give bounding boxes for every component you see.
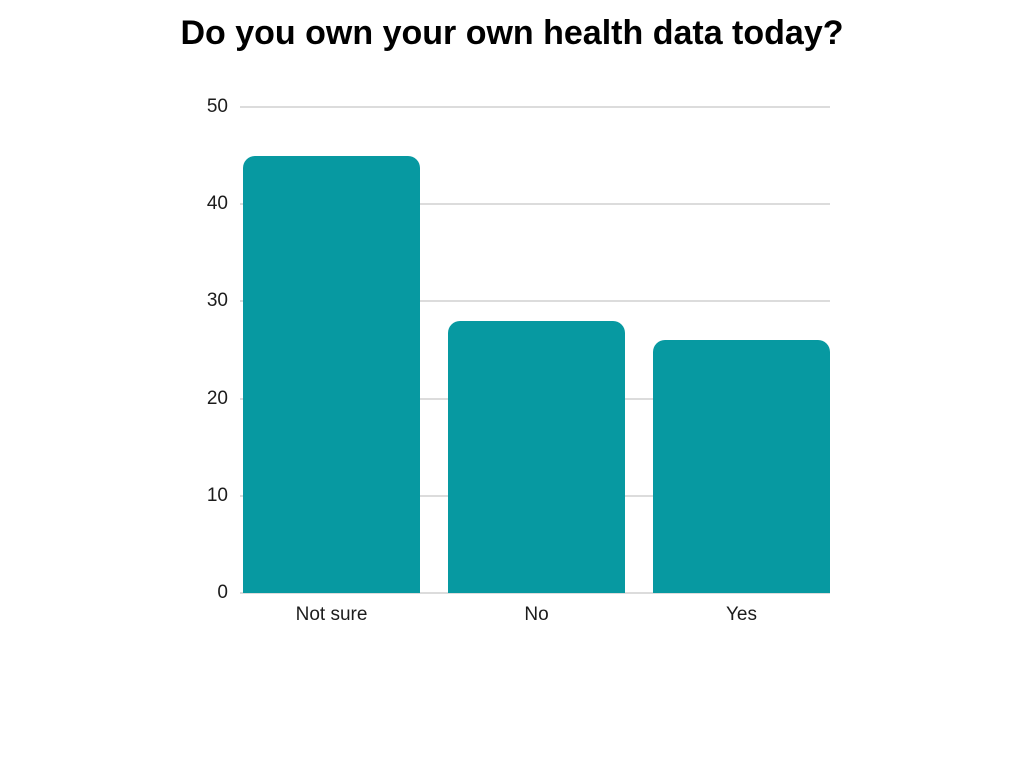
gridline-40 <box>240 203 830 205</box>
y-axis-tick-label-10: 10 <box>206 485 228 506</box>
y-axis-tick-label-50: 50 <box>206 96 228 117</box>
y-axis-tick-label-40: 40 <box>206 193 228 214</box>
gridline-30 <box>240 300 830 302</box>
gridline-50 <box>240 106 830 108</box>
x-axis-label-no: No <box>524 604 549 625</box>
x-axis-label-yes: Yes <box>726 604 757 625</box>
chart-title: Do you own your own health data today? <box>180 14 844 52</box>
y-axis-tick-label-30: 30 <box>206 290 228 311</box>
bar-not-sure <box>243 156 420 593</box>
y-axis-tick-label-20: 20 <box>206 388 228 409</box>
x-axis-label-not-sure: Not sure <box>295 604 368 625</box>
y-axis-tick-label-0: 0 <box>217 582 228 603</box>
gridline-0 <box>240 592 830 594</box>
bar-no <box>448 321 625 593</box>
bar-yes <box>653 340 830 593</box>
